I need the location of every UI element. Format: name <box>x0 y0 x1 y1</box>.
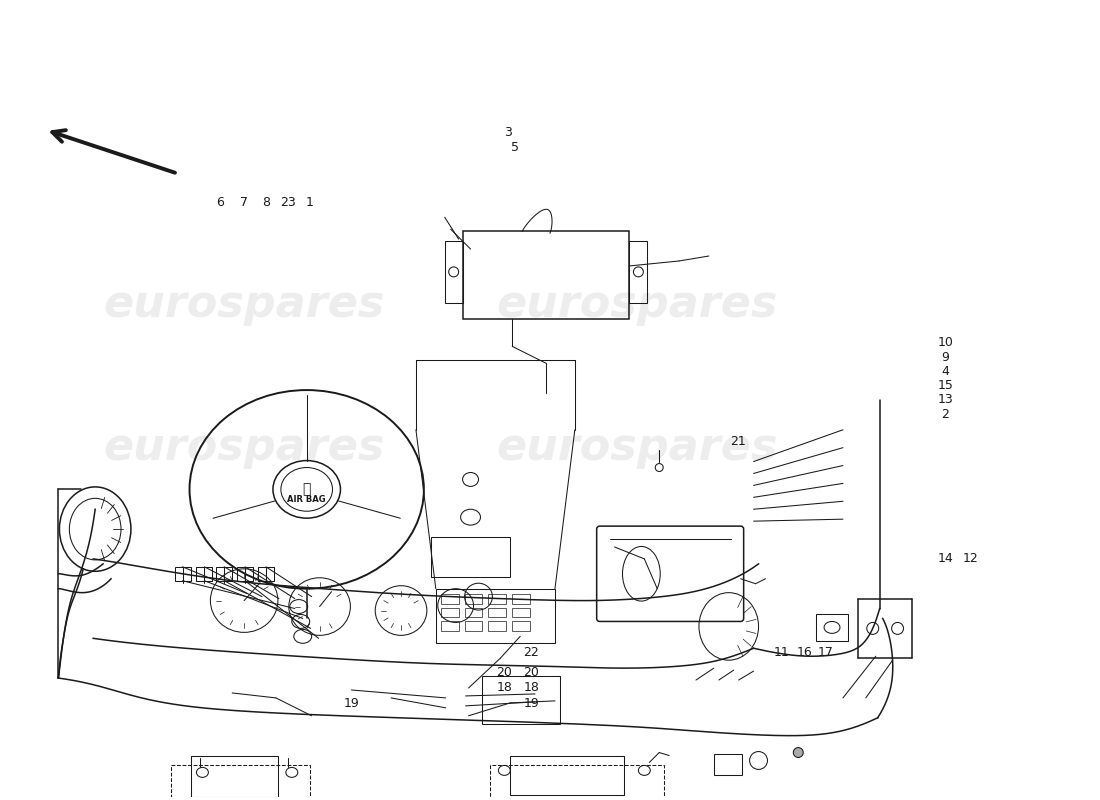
Bar <box>436 589 556 643</box>
Text: 18: 18 <box>496 681 513 694</box>
Text: 4: 4 <box>942 365 949 378</box>
Text: 🐎: 🐎 <box>302 482 311 496</box>
Text: 2: 2 <box>942 408 949 421</box>
Bar <box>464 607 483 618</box>
Bar <box>491 766 664 800</box>
Bar <box>441 607 459 618</box>
Text: eurospares: eurospares <box>497 283 778 326</box>
Bar <box>488 607 506 618</box>
Bar <box>431 537 510 577</box>
Bar <box>463 231 629 318</box>
Text: 1: 1 <box>306 197 313 210</box>
Bar <box>629 241 647 302</box>
Text: 6: 6 <box>217 197 224 210</box>
Text: eurospares: eurospares <box>497 426 778 469</box>
Ellipse shape <box>793 747 803 758</box>
Text: 19: 19 <box>524 697 539 710</box>
Text: eurospares: eurospares <box>103 283 385 326</box>
Text: 8: 8 <box>262 197 270 210</box>
Text: 22: 22 <box>524 646 539 659</box>
Text: 19: 19 <box>343 697 359 710</box>
Text: 20: 20 <box>496 666 513 679</box>
Bar <box>464 594 483 603</box>
Bar <box>464 622 483 631</box>
Text: 15: 15 <box>937 379 954 392</box>
Bar <box>714 754 741 775</box>
Bar <box>510 755 625 795</box>
Bar <box>441 594 459 603</box>
Text: AIR BAG: AIR BAG <box>287 495 326 504</box>
Bar <box>175 567 190 581</box>
Text: 21: 21 <box>730 435 746 448</box>
Text: 16: 16 <box>796 646 813 659</box>
Text: 7: 7 <box>240 197 249 210</box>
Text: 13: 13 <box>937 394 954 406</box>
Text: 23: 23 <box>280 197 296 210</box>
Bar <box>513 607 530 618</box>
Bar <box>170 766 310 800</box>
Text: 17: 17 <box>817 646 833 659</box>
Text: 14: 14 <box>937 552 954 566</box>
Text: eurospares: eurospares <box>103 426 385 469</box>
Bar <box>258 567 274 581</box>
Bar <box>483 676 560 724</box>
Bar <box>197 567 212 581</box>
Text: 5: 5 <box>512 141 519 154</box>
Bar <box>441 622 459 631</box>
Text: 11: 11 <box>773 646 790 659</box>
Text: 10: 10 <box>937 336 954 350</box>
Bar <box>488 594 506 603</box>
Bar <box>217 567 232 581</box>
Text: 3: 3 <box>505 126 513 138</box>
Bar <box>513 594 530 603</box>
Bar <box>238 567 253 581</box>
Text: 18: 18 <box>524 681 539 694</box>
Text: 20: 20 <box>524 666 539 679</box>
Bar <box>488 622 506 631</box>
Text: 12: 12 <box>962 552 978 566</box>
Bar <box>190 755 278 798</box>
Text: 9: 9 <box>942 350 949 363</box>
Bar <box>513 622 530 631</box>
Bar <box>444 241 463 302</box>
Bar <box>816 614 848 642</box>
